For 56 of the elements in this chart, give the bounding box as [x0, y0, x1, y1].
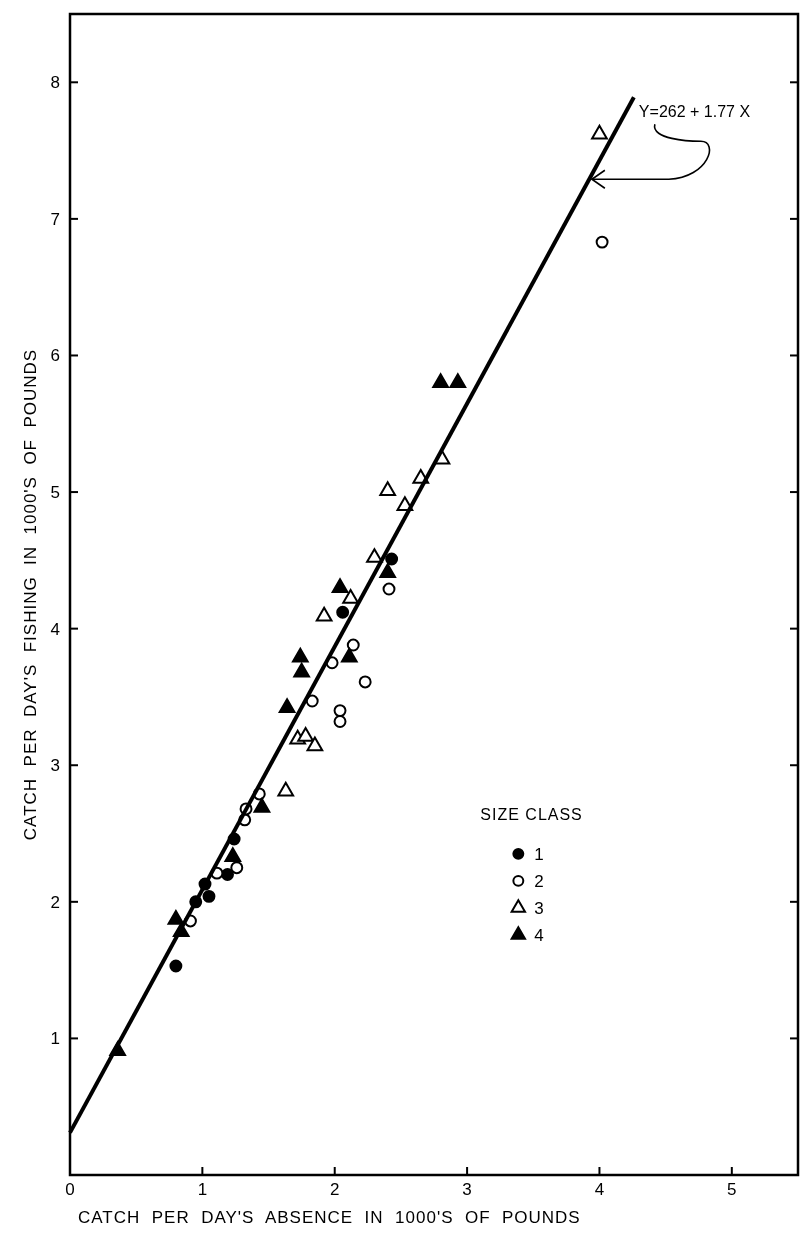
y-tick-label: 4 [50, 619, 60, 639]
point [167, 910, 185, 925]
x-tick-label: 3 [462, 1180, 472, 1199]
y-tick-label: 1 [50, 1029, 60, 1049]
x-tick-label: 4 [594, 1180, 605, 1199]
x-tick-label: 2 [329, 1180, 340, 1199]
legend-title: SIZE CLASS [480, 805, 583, 823]
x-axis-title: CATCH PER DAY'S ABSENCE IN 1000'S OF POUNDS [78, 1208, 581, 1227]
point [331, 578, 349, 593]
point [432, 373, 449, 389]
point [379, 563, 397, 578]
point [379, 481, 397, 496]
point [278, 698, 296, 714]
point [253, 798, 271, 813]
point [291, 647, 309, 663]
point [230, 861, 244, 875]
point [277, 781, 295, 797]
y-tick-label: 3 [50, 756, 60, 776]
legend-label: 3 [534, 898, 544, 918]
x-tick-label: 1 [197, 1180, 208, 1199]
y-tick-label: 7 [50, 209, 60, 229]
legend-label: 4 [534, 925, 544, 945]
x-tick-label: 0 [65, 1180, 75, 1199]
legend-entry: 2 [512, 871, 544, 891]
y-tick-label: 2 [50, 892, 60, 912]
y-tick-label: 5 [50, 483, 60, 503]
point [306, 736, 324, 752]
point [169, 959, 183, 973]
point [358, 675, 372, 689]
point [591, 124, 608, 140]
point [340, 647, 358, 663]
x-tick-label: 5 [727, 1180, 737, 1199]
point [385, 552, 399, 566]
point [342, 589, 359, 604]
point [336, 605, 350, 619]
point [449, 373, 467, 389]
point [293, 662, 310, 678]
legend-entry: 1 [512, 844, 544, 864]
point [315, 606, 333, 622]
legend-entry: 3 [509, 898, 544, 918]
point [333, 715, 347, 728]
point [202, 889, 216, 903]
point [346, 638, 360, 652]
legend-label: 2 [534, 871, 544, 891]
point [297, 727, 314, 742]
point [224, 847, 242, 862]
point [221, 868, 234, 881]
point [333, 704, 347, 718]
y-tick-label: 6 [50, 346, 60, 366]
legend-label: 1 [534, 844, 544, 864]
legend-entry: 4 [509, 925, 544, 945]
point [366, 548, 383, 563]
point [382, 582, 396, 596]
y-tick-label: 8 [50, 73, 60, 93]
annotation: Y=262 + 1.77 X [638, 103, 751, 121]
y-axis-title: CATCH PER DAY'S FISHING IN 1000'S OF POUNDS [21, 348, 40, 841]
